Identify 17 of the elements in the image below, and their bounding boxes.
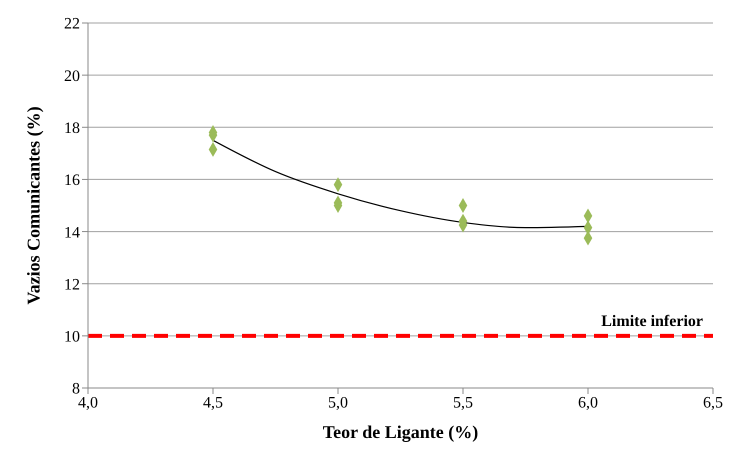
x-tick-label: 4,5 — [203, 394, 223, 412]
y-axis-title: Vazios Comunicantes (%) — [23, 106, 44, 305]
x-axis-title: Teor de Ligante (%) — [322, 422, 478, 442]
y-tick-label: 20 — [64, 68, 80, 85]
y-tick-label: 8 — [72, 380, 80, 398]
x-tick-label: 5,5 — [453, 394, 473, 412]
x-tick-label: 6,5 — [703, 394, 723, 412]
x-tick-label: 5,0 — [328, 394, 348, 412]
y-tick-label: 10 — [64, 328, 80, 346]
y-tick-label: 22 — [64, 16, 80, 33]
ref-line-label: Limite inferior — [601, 312, 703, 330]
y-tick-label: 12 — [64, 276, 80, 294]
x-tick-label: 6,0 — [578, 394, 598, 412]
y-tick-label: 18 — [64, 120, 80, 137]
x-tick-label: 4,0 — [78, 394, 98, 412]
y-tick-label: 16 — [64, 172, 80, 190]
y-tick-label: 14 — [64, 224, 80, 242]
